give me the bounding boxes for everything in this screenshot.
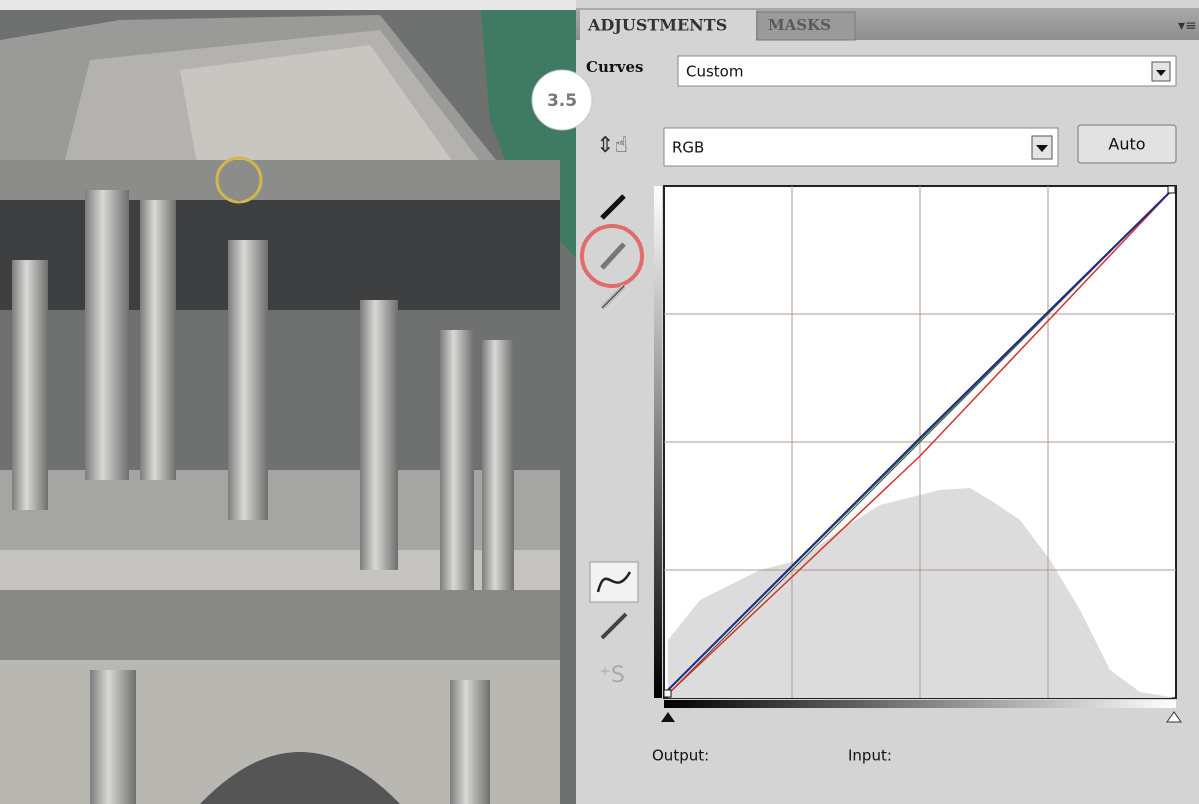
eyedropper-tools	[580, 194, 644, 310]
smooth-tool[interactable]: ⁺S	[599, 663, 625, 688]
sample-marker	[215, 156, 263, 204]
preset-label: Curves	[586, 58, 643, 76]
black-slider[interactable]	[661, 712, 675, 722]
output-label: Output:	[652, 747, 709, 765]
curves-graph	[654, 185, 1182, 723]
columns	[12, 190, 514, 804]
tab-active[interactable]	[580, 10, 756, 42]
step-badge	[531, 69, 593, 131]
step-badge-text: 3.5	[547, 91, 577, 111]
input-gradient	[664, 700, 1176, 708]
output-gradient	[654, 186, 662, 698]
tab[interactable]: MASKS	[768, 16, 831, 34]
highlight-circle	[580, 224, 644, 288]
adjustments-panel: ADJUSTMENTS MASKS ▾≡ Curves Custom 3.5 ⇕…	[531, 0, 1199, 804]
channel-dropdown[interactable]	[663, 127, 1059, 167]
gray-point-eyedropper[interactable]	[600, 242, 626, 270]
input-label: Input:	[848, 747, 892, 765]
tab[interactable]: ADJUSTMENTS	[587, 16, 727, 35]
black-point-eyedropper[interactable]	[600, 194, 626, 220]
panel-menu[interactable]: ▾≡	[1178, 18, 1197, 34]
pencil-tool[interactable]	[600, 612, 628, 640]
red-curve	[667, 189, 1173, 695]
preset-dropdown[interactable]	[677, 55, 1177, 87]
auto-button[interactable]	[1077, 124, 1177, 164]
histogram	[668, 488, 1176, 698]
targeted-adjustment-tool[interactable]: ⇕☝	[596, 133, 628, 158]
curve-point[interactable]	[663, 689, 672, 698]
preset-value: Custom	[686, 63, 743, 81]
blue-curve	[667, 189, 1173, 691]
photo	[0, 0, 578, 804]
auto-button-label[interactable]: Auto	[1108, 135, 1145, 154]
white-slider[interactable]	[1166, 711, 1182, 723]
channel-value: RGB	[672, 139, 704, 157]
curve-point[interactable]	[1167, 185, 1176, 194]
tab-inactive[interactable]	[756, 11, 856, 41]
